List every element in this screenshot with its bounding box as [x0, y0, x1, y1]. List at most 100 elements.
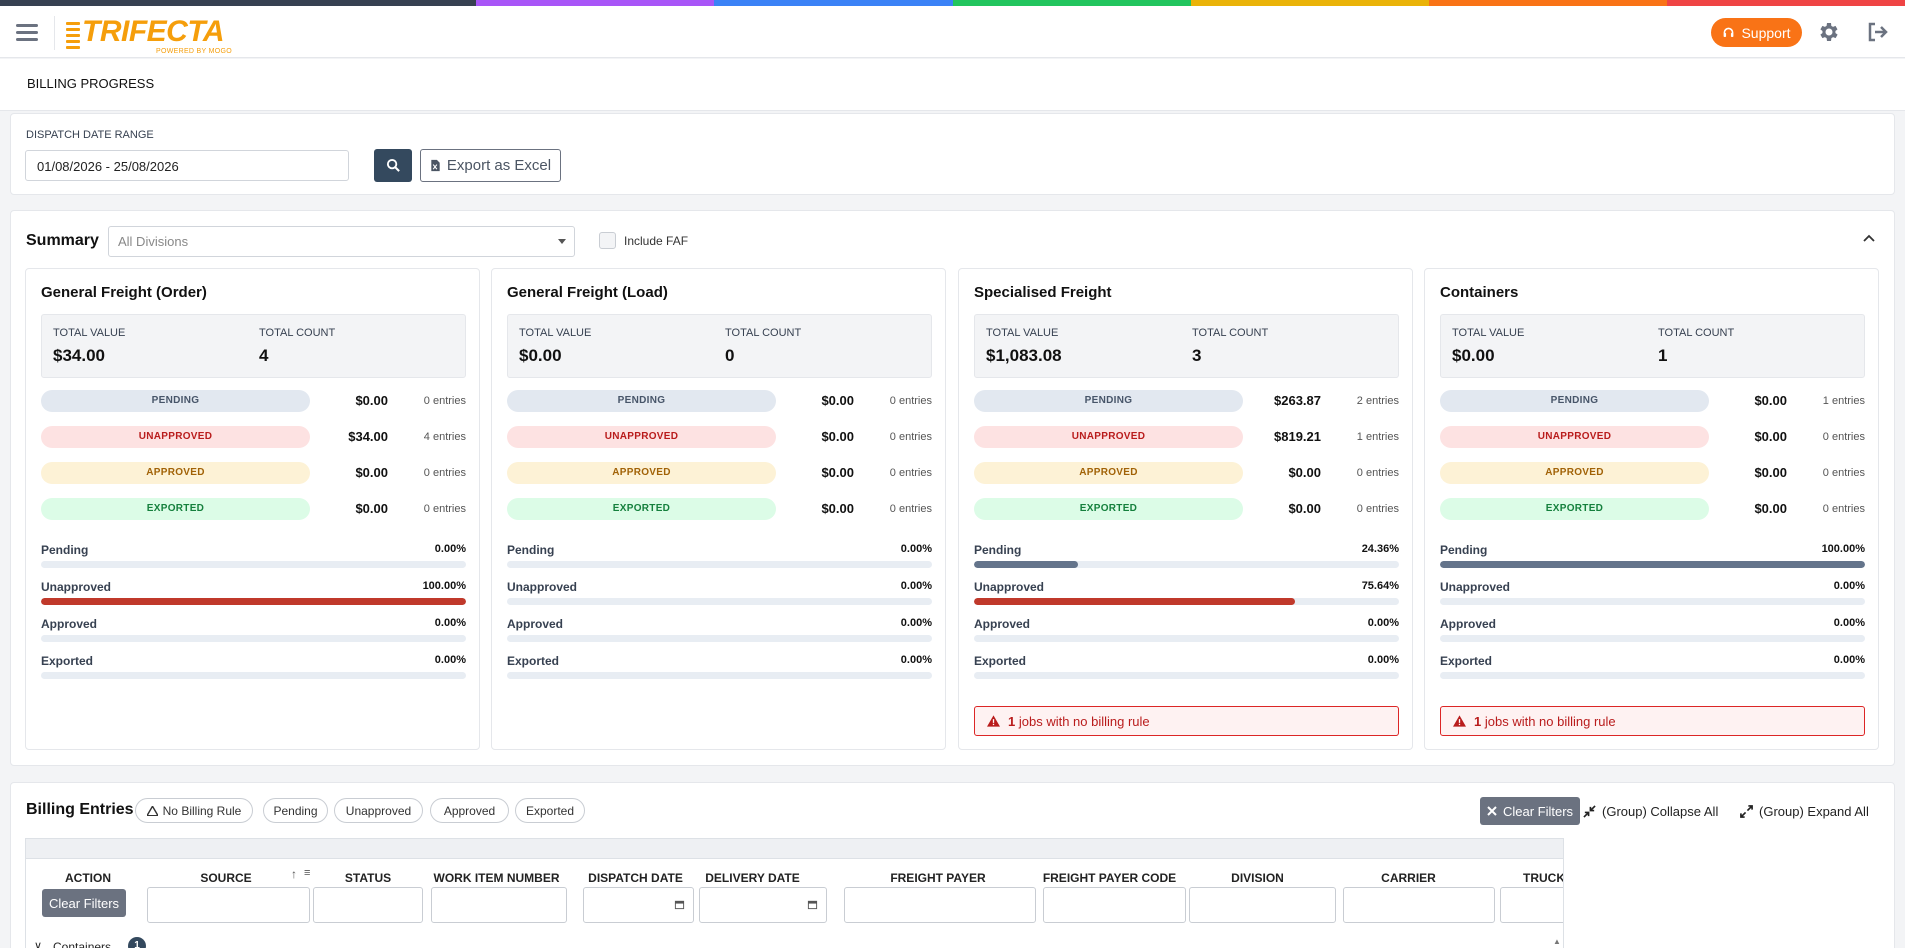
- progress-percent: 0.00%: [434, 543, 466, 555]
- total-count-label: TOTAL COUNT: [725, 327, 802, 339]
- chevron-up-icon[interactable]: [1862, 231, 1876, 245]
- expand-all-button[interactable]: (Group) Expand All: [1740, 797, 1869, 825]
- chip-label: Unapproved: [345, 803, 412, 818]
- status-entries: 0 entries: [423, 467, 466, 479]
- no-billing-rule-alert[interactable]: 1 jobs with no billing rule: [1440, 706, 1865, 736]
- status-entries: 1 entries: [1822, 395, 1865, 407]
- column-header[interactable]: FREIGHT PAYER: [890, 871, 986, 885]
- progress-bar: [41, 672, 466, 679]
- chevron-down-icon[interactable]: ∨: [34, 940, 43, 948]
- status-row[interactable]: PENDING $0.00 0 entries: [507, 390, 932, 412]
- column-header[interactable]: DISPATCH DATE: [588, 871, 683, 885]
- filter-chip[interactable]: Approved: [430, 798, 509, 823]
- progress-bar: [41, 598, 466, 605]
- export-excel-button[interactable]: Export as Excel: [420, 149, 561, 182]
- column-filter-input[interactable]: [431, 887, 567, 923]
- status-badge: APPROVED: [41, 462, 310, 484]
- layers-icon[interactable]: ≡: [304, 867, 311, 879]
- division-placeholder: All Divisions: [118, 234, 189, 249]
- status-amount: $0.00: [355, 393, 388, 408]
- excel-file-icon: [431, 159, 440, 172]
- status-row[interactable]: APPROVED $0.00 0 entries: [1440, 462, 1865, 484]
- status-row[interactable]: EXPORTED $0.00 0 entries: [507, 498, 932, 520]
- collapse-all-button[interactable]: (Group) Collapse All: [1583, 797, 1718, 825]
- brand-tagline: POWERED BY MOGO: [156, 48, 232, 55]
- column-header[interactable]: DELIVERY DATE: [705, 871, 800, 885]
- calendar-icon[interactable]: [807, 899, 818, 910]
- progress-percent: 0.00%: [900, 617, 932, 629]
- status-entries: 0 entries: [889, 395, 932, 407]
- column-header[interactable]: DIVISION: [1231, 871, 1284, 885]
- grid-clear-filters-button[interactable]: Clear Filters: [42, 889, 126, 917]
- date-range-input[interactable]: 01/08/2026 - 25/08/2026: [25, 150, 349, 181]
- column-filter-input[interactable]: [313, 887, 423, 923]
- include-faf-checkbox[interactable]: [599, 232, 616, 249]
- status-row[interactable]: PENDING $0.00 0 entries: [41, 390, 466, 412]
- column-filter-input[interactable]: [1343, 887, 1495, 923]
- column-filter-input[interactable]: [699, 887, 827, 923]
- color-strip-segment: [1666, 0, 1905, 6]
- no-billing-rule-alert[interactable]: 1 jobs with no billing rule: [974, 706, 1399, 736]
- progress-label: Exported: [974, 654, 1027, 668]
- total-value: $1,083.08: [986, 346, 1062, 365]
- filter-chip[interactable]: Exported: [515, 798, 585, 823]
- status-entries: 0 entries: [889, 431, 932, 443]
- clear-filters-button[interactable]: Clear Filters: [1480, 797, 1580, 825]
- column-header[interactable]: CARRIER: [1381, 871, 1436, 885]
- logout-icon[interactable]: [1864, 20, 1890, 46]
- status-row[interactable]: APPROVED $0.00 0 entries: [507, 462, 932, 484]
- scrollbar[interactable]: ▲: [1553, 937, 1561, 946]
- column-header[interactable]: SOURCE: [200, 871, 252, 885]
- column-header[interactable]: WORK ITEM NUMBER: [433, 871, 560, 885]
- status-row[interactable]: EXPORTED $0.00 0 entries: [1440, 498, 1865, 520]
- division-card: General Freight (Order) TOTAL VALUE TOTA…: [25, 268, 480, 750]
- column-header[interactable]: ACTION: [65, 871, 111, 885]
- include-faf-label: Include FAF: [624, 233, 689, 248]
- status-row[interactable]: UNAPPROVED $0.00 0 entries: [507, 426, 932, 448]
- status-row[interactable]: UNAPPROVED $0.00 0 entries: [1440, 426, 1865, 448]
- column-filter-input[interactable]: [147, 887, 310, 923]
- totals-box: TOTAL VALUE TOTAL COUNT $0.00 0: [507, 314, 932, 378]
- column-filter-input[interactable]: [1043, 887, 1186, 923]
- status-row[interactable]: EXPORTED $0.00 0 entries: [41, 498, 466, 520]
- logo-bars-icon: [66, 22, 80, 52]
- progress-percent: 100.00%: [1821, 543, 1865, 555]
- progress-label: Exported: [507, 654, 560, 668]
- filter-chip[interactable]: No Billing Rule: [135, 798, 253, 823]
- progress-percent: 0.00%: [434, 654, 466, 666]
- calendar-icon[interactable]: [674, 899, 685, 910]
- search-button[interactable]: [374, 149, 412, 182]
- progress-row: Exported 0.00%: [507, 654, 932, 684]
- column-filter-input[interactable]: [583, 887, 694, 923]
- column-filter-input[interactable]: [1500, 887, 1563, 923]
- menu-icon[interactable]: [16, 24, 38, 42]
- column-filter-input[interactable]: [1189, 887, 1336, 923]
- division-card-title: General Freight (Load): [507, 284, 668, 301]
- progress-percent: 75.64%: [1361, 580, 1399, 592]
- column-header[interactable]: TRUCK: [1523, 871, 1564, 885]
- progress-bar: [974, 672, 1399, 679]
- group-row[interactable]: ∨ Containers 1: [26, 935, 1563, 948]
- status-row[interactable]: APPROVED $0.00 0 entries: [974, 462, 1399, 484]
- division-select[interactable]: All Divisions: [108, 226, 575, 257]
- status-row[interactable]: APPROVED $0.00 0 entries: [41, 462, 466, 484]
- progress-row: Exported 0.00%: [41, 654, 466, 684]
- column-header[interactable]: STATUS: [344, 871, 392, 885]
- status-row[interactable]: PENDING $263.87 2 entries: [974, 390, 1399, 412]
- filter-chip[interactable]: Pending: [263, 798, 328, 823]
- progress-fill: [974, 598, 1296, 605]
- include-faf-toggle[interactable]: Include FAF: [599, 232, 688, 249]
- column-header[interactable]: FREIGHT PAYER CODE: [1042, 871, 1177, 885]
- gear-icon[interactable]: [1815, 20, 1841, 46]
- support-button[interactable]: Support: [1711, 18, 1802, 47]
- filter-chip[interactable]: Unapproved: [334, 798, 423, 823]
- progress-percent: 0.00%: [1833, 580, 1865, 592]
- column-filter-input[interactable]: [844, 887, 1036, 923]
- status-row[interactable]: PENDING $0.00 1 entries: [1440, 390, 1865, 412]
- status-row[interactable]: UNAPPROVED $34.00 4 entries: [41, 426, 466, 448]
- status-row[interactable]: EXPORTED $0.00 0 entries: [974, 498, 1399, 520]
- status-row[interactable]: UNAPPROVED $819.21 1 entries: [974, 426, 1399, 448]
- progress-fill: [41, 598, 466, 605]
- progress-bar: [1440, 561, 1865, 568]
- sort-ascending-icon[interactable]: ↑: [291, 867, 297, 881]
